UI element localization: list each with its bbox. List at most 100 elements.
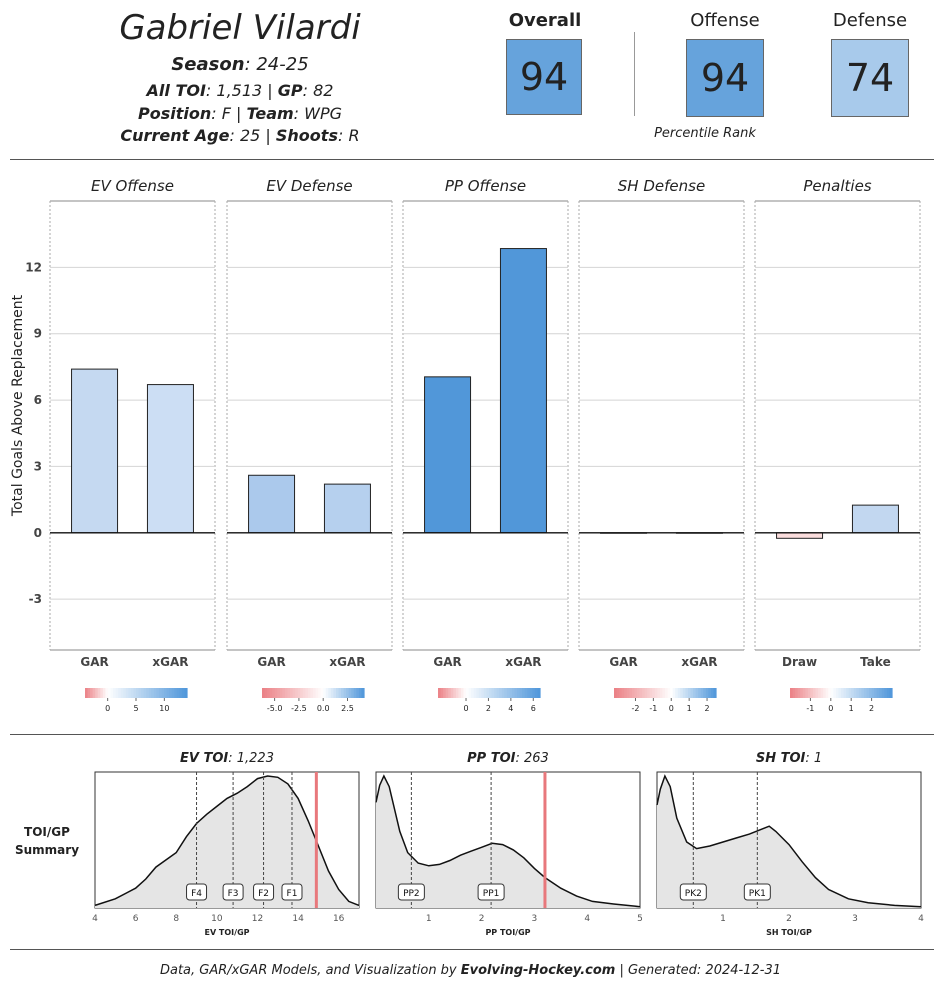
legend-swatch bbox=[534, 688, 539, 698]
legend-swatch bbox=[300, 688, 304, 698]
toi-panel-pp-toi: PP TOI: 263 PP2 PP1 1 2 3 4 5 PP TOI/GP bbox=[375, 751, 643, 937]
legend-swatch bbox=[682, 688, 686, 698]
legend-swatch bbox=[123, 688, 127, 698]
legend-swatch bbox=[466, 688, 470, 698]
legend-swatch bbox=[693, 688, 697, 698]
legend-swatch bbox=[161, 688, 165, 698]
legend-swatch bbox=[272, 688, 276, 698]
legend-swatch bbox=[812, 688, 817, 698]
legend-swatch bbox=[325, 688, 329, 698]
legend-swatch bbox=[511, 688, 516, 698]
legend-tick-label: 2 bbox=[705, 704, 710, 713]
legend-swatch bbox=[807, 688, 811, 698]
legend-swatch bbox=[156, 688, 160, 698]
legend-swatch bbox=[506, 688, 510, 698]
x-tick-label: 16 bbox=[333, 914, 345, 924]
legend-swatch bbox=[695, 688, 699, 698]
legend-swatch bbox=[815, 688, 819, 698]
legend-tick-label: -2 bbox=[631, 704, 639, 713]
legend-swatch bbox=[90, 688, 94, 698]
color-legend: -2 -1 0 1 2 bbox=[614, 688, 717, 713]
legend-swatch bbox=[102, 688, 106, 698]
legend-swatch bbox=[97, 688, 101, 698]
legend-swatch bbox=[659, 688, 664, 698]
density-line bbox=[656, 774, 922, 908]
legend-swatch bbox=[501, 688, 505, 698]
legend-swatch bbox=[797, 688, 801, 698]
legend-swatch bbox=[330, 688, 334, 698]
legend-swatch bbox=[348, 688, 352, 698]
x-axis-title: PP TOI/GP bbox=[485, 928, 530, 937]
legend-swatch bbox=[504, 688, 508, 698]
legend-swatch bbox=[636, 688, 641, 698]
legend-swatch bbox=[302, 688, 306, 698]
x-tick-label: 3 bbox=[852, 914, 858, 924]
legend-swatch bbox=[846, 688, 850, 698]
legend-tick-label: 0 bbox=[463, 704, 468, 713]
legend-swatch bbox=[358, 688, 363, 698]
legend-swatch bbox=[792, 688, 796, 698]
legend-swatch bbox=[287, 688, 291, 698]
line-marker-label: F1 bbox=[287, 889, 298, 899]
gar-panel-sh-defense: SH Defense GAR xGAR -2 -1 0 1 2 bbox=[578, 177, 745, 713]
legend-swatch bbox=[164, 688, 168, 698]
rank-offense-label: Offense bbox=[690, 10, 760, 31]
legend-swatch bbox=[468, 688, 472, 698]
legend-swatch bbox=[277, 688, 281, 698]
legend-swatch bbox=[856, 688, 860, 698]
legend-swatch bbox=[657, 688, 661, 698]
age-label: Current Age bbox=[120, 126, 230, 145]
legend-swatch bbox=[282, 688, 286, 698]
toi-panel-title: SH TOI: 1 bbox=[756, 751, 822, 766]
gp-value: : 82 bbox=[302, 81, 334, 100]
legend-swatch bbox=[305, 688, 309, 698]
legend-swatch bbox=[166, 688, 170, 698]
toi-row-label-line2: Summary bbox=[14, 843, 80, 857]
footer-suffix: | Generated: 2024-12-31 bbox=[615, 963, 781, 978]
color-legend: -1 0 1 2 bbox=[790, 688, 893, 713]
legend-tick-label: 1 bbox=[687, 704, 692, 713]
legend-swatch bbox=[494, 688, 498, 698]
legend-swatch bbox=[184, 688, 188, 698]
legend-swatch bbox=[133, 688, 137, 698]
legend-swatch bbox=[698, 688, 702, 698]
legend-swatch bbox=[320, 688, 324, 698]
legend-swatch bbox=[889, 688, 893, 698]
legend-swatch bbox=[481, 688, 485, 698]
legend-swatch bbox=[858, 688, 862, 698]
toi-row-label-line1: TOI/GP bbox=[24, 825, 70, 839]
line-marker-box bbox=[281, 883, 303, 901]
legend-tick-label: 0.0 bbox=[317, 704, 330, 713]
legend-swatch bbox=[514, 688, 518, 698]
x-tick-label: 1 bbox=[720, 914, 726, 924]
toi-panel-sh-toi: SH TOI: 1 PK2 PK1 1 2 3 4 SH TOI/GP bbox=[656, 751, 924, 937]
legend-swatch bbox=[652, 688, 656, 698]
legend-swatch bbox=[310, 688, 314, 698]
rank-defense-box: 74 bbox=[831, 39, 909, 117]
legend-swatch bbox=[843, 688, 847, 698]
legend-swatch bbox=[153, 688, 157, 698]
legend-tick-label: 0 bbox=[828, 704, 833, 713]
legend-swatch bbox=[297, 688, 301, 698]
legend-swatch bbox=[522, 688, 526, 698]
legend-swatch bbox=[634, 688, 638, 698]
panel-title: Penalties bbox=[803, 177, 871, 195]
legend-swatch bbox=[307, 688, 312, 698]
footer-prefix: Data, GAR/xGAR Models, and Visualization… bbox=[159, 963, 461, 978]
density-line bbox=[94, 775, 360, 907]
x-tick-label: 12 bbox=[252, 914, 263, 924]
legend-swatch bbox=[654, 688, 658, 698]
legend-swatch bbox=[92, 688, 96, 698]
legend-swatch bbox=[703, 688, 707, 698]
footer-brand: Evolving-Hockey.com bbox=[460, 963, 616, 978]
legend-swatch bbox=[262, 688, 266, 698]
line-marker-label: F3 bbox=[228, 889, 239, 899]
density-area bbox=[95, 776, 359, 908]
bar-xgar bbox=[146, 384, 194, 534]
legend-swatch bbox=[805, 688, 809, 698]
x-tick-label: GAR bbox=[433, 655, 461, 669]
legend-swatch bbox=[649, 688, 653, 698]
x-tick-label: 14 bbox=[292, 914, 304, 924]
legend-swatch bbox=[478, 688, 482, 698]
legend-swatch bbox=[450, 688, 454, 698]
